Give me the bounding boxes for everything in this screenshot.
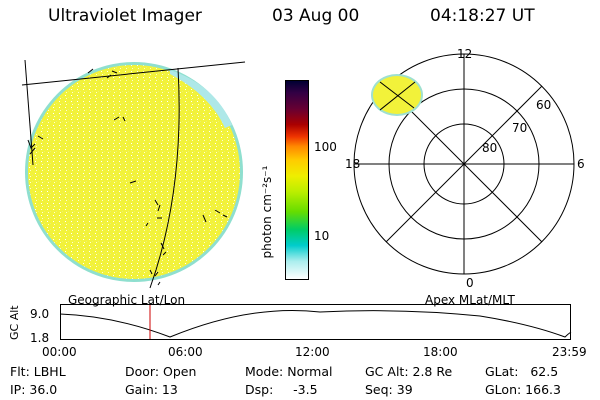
mlt-label-6: 6 (577, 157, 585, 171)
info-glat: GLat: 62.5 (485, 364, 559, 379)
time-tick-0000: 00:00 (42, 345, 77, 359)
orbit-ymax: 9.0 (30, 307, 50, 321)
horizon-line (21, 61, 246, 86)
time-tick-2359: 23:59 (552, 345, 587, 359)
earth-disk (28, 65, 240, 279)
coastlines (27, 68, 228, 286)
info-gc-alt: GC Alt: 2.8 Re (365, 364, 453, 379)
left-panel-caption: Geographic Lat/Lon (68, 293, 186, 307)
observation-date: 03 Aug 00 (272, 6, 360, 26)
polar-diag-2 (385, 85, 543, 243)
colorbar (285, 80, 309, 280)
time-tick-1800: 18:00 (423, 345, 458, 359)
info-dsp: Dsp: -3.5 (245, 382, 318, 397)
info-gain: Gain: 13 (125, 382, 178, 397)
mlt-label-12: 12 (457, 47, 473, 61)
orbit-plot-frame (60, 304, 571, 340)
mlat-label-70: 70 (512, 121, 528, 135)
orbit-plot (59, 304, 572, 340)
right-panel-caption: Apex MLat/MLT (425, 293, 515, 307)
time-tick-0600: 06:00 (168, 345, 203, 359)
colorbar-unit-label: photon cm⁻²s⁻¹ (260, 165, 274, 259)
mlt-label-18: 18 (345, 157, 361, 171)
instrument-title: Ultraviolet Imager (48, 6, 202, 26)
polar-plot (353, 53, 575, 275)
orbit-ymin: 1.8 (30, 331, 50, 345)
dayside-glow (170, 70, 232, 128)
mlat-label-80: 80 (482, 141, 498, 155)
observation-time: 04:18:27 UT (430, 6, 535, 26)
colorbar-tick-100: 100 (314, 140, 337, 154)
info-ip: IP: 36.0 (10, 382, 58, 397)
mlt-label-0: 0 (466, 276, 474, 290)
info-seq: Seq: 39 (365, 382, 413, 397)
orbit-altitude-curve (59, 309, 572, 338)
info-door: Door: Open (125, 364, 197, 379)
colorbar-tick-10: 10 (314, 229, 330, 243)
info-filter: Flt: LBHL (10, 364, 66, 379)
orbit-ylabel: GC Alt (8, 305, 21, 340)
longitude-line (149, 67, 180, 289)
mlat-label-60: 60 (536, 98, 552, 112)
time-tick-1200: 12:00 (295, 345, 330, 359)
geographic-image (21, 59, 246, 289)
info-mode: Mode: Normal (245, 364, 333, 379)
info-glon: GLon: 166.3 (485, 382, 561, 397)
